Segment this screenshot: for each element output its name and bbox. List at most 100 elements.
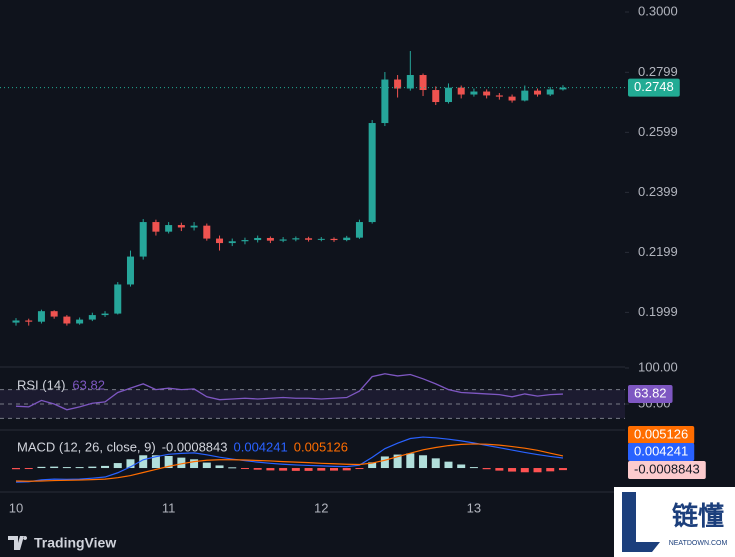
macd-line xyxy=(15,436,564,483)
y-tick-label: 0.3000 xyxy=(638,3,678,18)
candle-body xyxy=(457,87,465,95)
candle-body xyxy=(139,222,147,257)
candle-body xyxy=(394,79,402,89)
brand-name: TradingView xyxy=(34,535,116,551)
macd-histogram-bar xyxy=(406,453,415,469)
candle-body xyxy=(470,91,478,95)
macd-histogram-bar xyxy=(368,462,377,469)
candle-body xyxy=(177,225,185,228)
macd-histogram-bar xyxy=(101,465,110,469)
candle-body xyxy=(368,123,376,223)
candle-body xyxy=(432,90,440,103)
last-price-badge: 0.2748 xyxy=(634,79,674,94)
macd-histogram-bar xyxy=(151,455,160,469)
candle-body xyxy=(190,225,198,228)
candle-body xyxy=(228,241,236,244)
candle-body xyxy=(37,311,45,322)
histogram-value: -0.0008843 xyxy=(162,439,228,454)
macd-histogram-bar xyxy=(393,454,402,469)
macd-value: 0.004241 xyxy=(234,439,288,454)
candle-body xyxy=(534,90,542,95)
x-tick-label: 13 xyxy=(467,500,481,515)
macd-histogram-bar xyxy=(533,468,542,473)
candle-body xyxy=(165,225,173,232)
macd-histogram-bar xyxy=(75,467,84,469)
macd-histogram-bar xyxy=(558,468,567,471)
x-tick-label: 12 xyxy=(314,500,328,515)
candle-body xyxy=(76,319,84,324)
brand-logo: TradingView xyxy=(8,535,116,551)
macd-histogram-bar xyxy=(266,468,275,471)
y-tick-label: 0.2199 xyxy=(638,244,678,259)
macd-histogram-bar xyxy=(546,468,555,472)
histogram-badge: -0.0008843 xyxy=(634,461,700,476)
macd-histogram-bar xyxy=(444,461,453,469)
macd-histogram-bar xyxy=(380,456,389,469)
macd-histogram-bar xyxy=(177,457,186,469)
macd-histogram-bar xyxy=(317,468,326,471)
candle-body xyxy=(266,237,274,241)
x-tick-label: 11 xyxy=(162,500,176,515)
candle-body xyxy=(559,87,567,90)
candle-body xyxy=(292,238,300,240)
macd-histogram-bar xyxy=(304,468,313,471)
candle-body xyxy=(25,320,33,322)
candle-body xyxy=(317,238,325,240)
candle-body xyxy=(88,315,96,320)
macd-histogram-bar xyxy=(419,455,428,469)
macd-histogram-bar xyxy=(457,464,466,469)
macd-histogram-bar xyxy=(508,468,517,472)
candle-body xyxy=(63,316,71,324)
last-price-badge-bg xyxy=(628,78,680,97)
logo-icon xyxy=(8,536,28,550)
candle-body xyxy=(305,238,313,240)
candle-body xyxy=(355,222,363,238)
candle-body xyxy=(546,89,554,95)
candle-body xyxy=(241,240,249,242)
candle-body xyxy=(12,320,20,323)
x-tick-label: 10 xyxy=(9,500,23,515)
macd-histogram-bar xyxy=(330,468,338,471)
macd-histogram-bar xyxy=(139,455,148,469)
macd-badge: 0.004241 xyxy=(634,443,688,458)
macd-histogram-bar xyxy=(113,463,122,469)
candle-body xyxy=(521,90,529,101)
candle-body xyxy=(508,96,516,101)
macd-histogram-bar xyxy=(279,468,288,471)
watermark-subtitle: NEATDOWN.COM xyxy=(669,540,728,547)
macd-histogram-bar xyxy=(228,467,237,469)
macd-histogram-bar xyxy=(342,468,351,471)
macd-histogram-bar xyxy=(37,466,46,469)
candle-body xyxy=(50,311,58,317)
signal-value: 0.005126 xyxy=(294,439,348,454)
macd-histogram-bar xyxy=(202,462,211,469)
macd-histogram-bar xyxy=(253,468,262,470)
candle-body xyxy=(279,239,287,241)
rsi-value: 63.82 xyxy=(72,377,105,392)
macd-histogram-bar xyxy=(88,466,97,469)
macd-histogram-bar xyxy=(291,468,300,471)
candle-body xyxy=(495,95,503,97)
macd-histogram-bar xyxy=(62,467,71,469)
y-tick-label: 0.2399 xyxy=(638,184,678,199)
macd-histogram-bar xyxy=(431,458,440,469)
candle-body xyxy=(203,225,211,239)
candle-body xyxy=(126,256,134,285)
macd-histogram-bar xyxy=(240,468,249,470)
macd-histogram-bar xyxy=(215,465,224,469)
macd-title: MACD (12, 26, close, 9) xyxy=(17,439,156,454)
candle-body xyxy=(152,222,160,232)
watermark-title: 链懂 xyxy=(672,501,724,531)
y-tick-label: 0.2799 xyxy=(638,64,678,79)
candle-body xyxy=(406,75,414,89)
candle-body xyxy=(216,238,224,244)
candle-body xyxy=(343,237,351,241)
candle-body xyxy=(483,91,491,96)
signal-badge: 0.005126 xyxy=(634,426,688,441)
candle-body xyxy=(444,87,452,103)
candle-body xyxy=(101,313,109,316)
signal-badge-bg xyxy=(628,426,695,444)
candle-body xyxy=(254,237,262,241)
